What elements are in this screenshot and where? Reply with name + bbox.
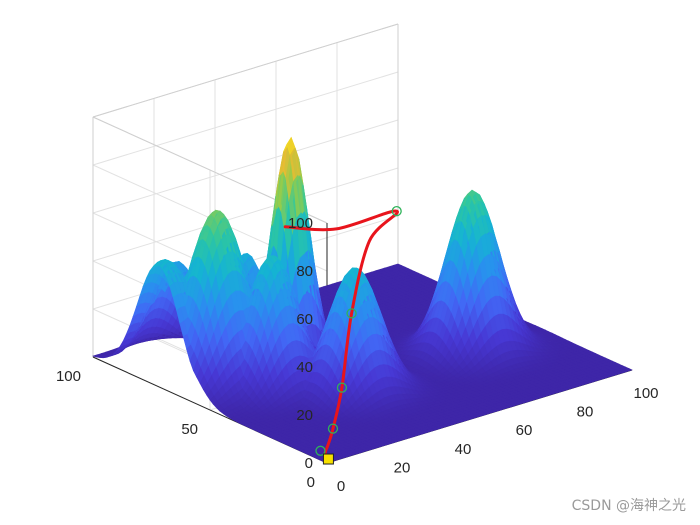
surface [91,136,633,464]
z-tick-label: 100 [288,215,313,232]
grid-line [92,119,399,214]
z-tick-label: 40 [296,359,313,376]
watermark: CSDN @海神之光 [571,498,686,514]
x-tick-label: 60 [516,422,533,439]
y-tick-label: 0 [307,474,315,491]
box-edge [92,23,399,118]
grid-line [92,71,399,166]
y-tick-label: 100 [56,368,81,385]
y-tick-label: 50 [181,421,198,438]
x-tick-label: 80 [577,404,594,421]
z-tick-label: 20 [296,407,313,424]
z-tick-label: 0 [305,455,313,472]
start-marker [322,453,334,465]
grid-line [92,167,399,262]
z-tick-label: 80 [296,263,313,280]
z-tick-label: 60 [296,311,313,328]
x-tick-label: 40 [455,441,472,458]
x-tick-label: 20 [394,459,411,476]
x-tick-label: 0 [337,478,345,495]
x-tick-label: 100 [633,385,658,402]
